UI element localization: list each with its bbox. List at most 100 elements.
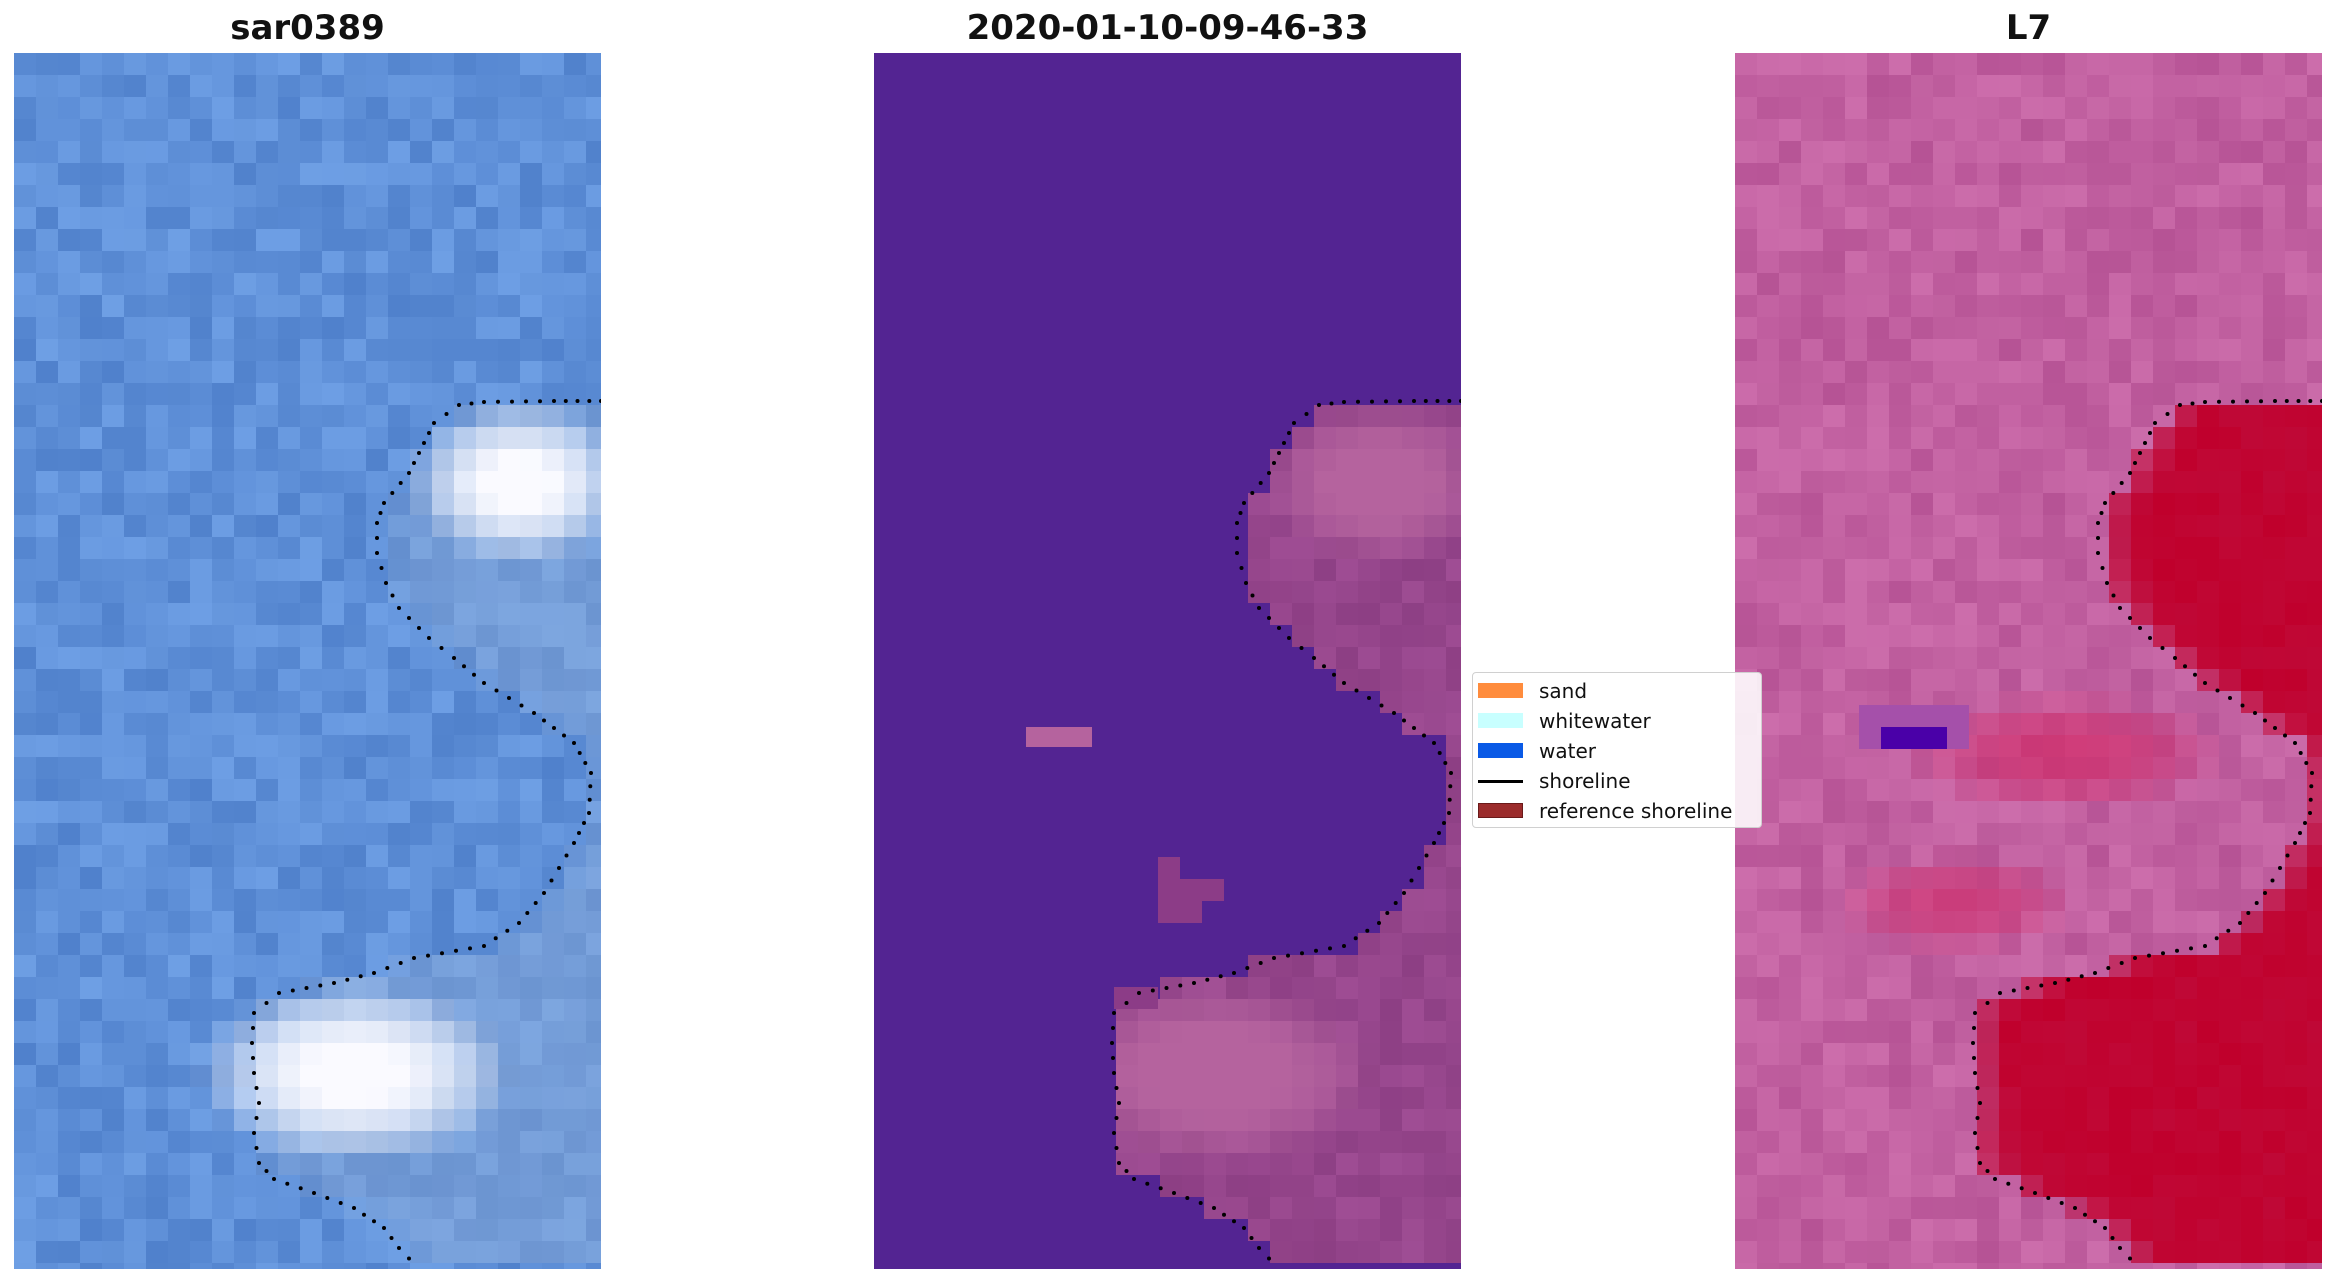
shoreline-point <box>462 664 466 669</box>
shoreline-point <box>2304 761 2309 765</box>
shoreline-point <box>398 961 403 965</box>
shoreline-point <box>1975 1086 1980 1090</box>
shoreline-point <box>1312 656 1316 660</box>
shoreline-point <box>407 616 411 620</box>
shoreline-point <box>2118 606 2122 610</box>
shoreline-point <box>1272 461 1276 465</box>
shoreline-point <box>1198 1201 1203 1205</box>
shoreline-point <box>2273 399 2277 403</box>
shoreline-point <box>2161 951 2165 956</box>
shoreline-point <box>1111 1056 1115 1060</box>
shoreline-point <box>1110 1041 1114 1045</box>
shoreline-point <box>1314 948 1318 953</box>
shoreline-point <box>533 901 538 905</box>
shoreline-point <box>1112 1011 1116 1015</box>
shoreline-point <box>318 983 323 988</box>
shoreline-overlay <box>1110 399 1461 1261</box>
shoreline-point <box>412 461 416 465</box>
shoreline-point <box>407 1256 411 1261</box>
shoreline-point <box>1292 421 1296 425</box>
shoreline-overlay <box>1971 399 2322 1261</box>
shoreline-point <box>1300 951 1304 956</box>
shoreline-point <box>2138 626 2142 630</box>
shoreline-point <box>2059 1201 2064 1205</box>
shoreline-point <box>2214 936 2219 941</box>
shoreline-point <box>493 936 498 941</box>
shoreline-point <box>1112 1071 1116 1075</box>
index-image-panel <box>1735 53 2322 1269</box>
water-index-image <box>1735 53 2322 1269</box>
shoreline-point <box>372 971 376 975</box>
shoreline-point <box>2103 1226 2107 1230</box>
shoreline-point <box>2153 421 2157 425</box>
shoreline-point <box>2096 551 2100 555</box>
shoreline-point <box>1424 853 1429 858</box>
shoreline-point <box>2308 399 2313 403</box>
shoreline-point <box>382 501 386 505</box>
shoreline-point <box>397 606 401 610</box>
rgb-satellite-image <box>14 53 601 1269</box>
shoreline-point <box>304 986 309 990</box>
legend-label: water <box>1539 739 1596 763</box>
shoreline-point <box>1267 471 1271 475</box>
shoreline-point <box>285 1181 290 1186</box>
shoreline-point <box>1447 399 1452 403</box>
shoreline-point <box>375 521 379 525</box>
shoreline-point <box>1317 403 1321 407</box>
shoreline-point <box>517 921 521 925</box>
shoreline-point <box>2138 451 2142 455</box>
shoreline-point <box>252 1131 256 1135</box>
shoreline-point <box>379 566 384 570</box>
shoreline-point <box>251 1026 255 1030</box>
shoreline-point <box>2133 956 2137 960</box>
shoreline-point <box>1329 401 1334 406</box>
shoreline-point <box>250 1041 254 1045</box>
shoreline-point <box>2284 399 2289 403</box>
shoreline-point <box>345 977 350 982</box>
sand-swatch <box>1478 683 1523 698</box>
shoreline-point <box>575 399 580 403</box>
shoreline-point <box>1239 566 1244 570</box>
shoreline-point <box>257 1161 261 1165</box>
shoreline-point <box>1164 986 1169 990</box>
shoreline-point <box>2100 566 2105 570</box>
shoreline-point <box>1244 581 1248 585</box>
shoreline-point <box>325 1196 330 1200</box>
shoreline-point <box>1212 1206 1216 1210</box>
shoreline-point <box>2093 1219 2097 1224</box>
shoreline-point <box>524 399 528 404</box>
shoreline-point <box>358 974 363 979</box>
shoreline-point <box>588 784 593 789</box>
shoreline-point <box>2173 656 2177 660</box>
shoreline-point <box>496 399 500 404</box>
shoreline-point <box>1985 1169 1990 1173</box>
shoreline-point <box>2111 491 2116 495</box>
shoreline-point <box>2128 471 2132 475</box>
shoreline-point <box>2215 688 2220 693</box>
shoreline-point <box>2203 944 2207 948</box>
shoreline-point <box>426 953 430 958</box>
shoreline-point <box>2278 866 2282 870</box>
legend-label: whitewater <box>1539 709 1651 733</box>
shoreline-point <box>252 1071 256 1075</box>
shoreline-point <box>2308 811 2312 815</box>
shoreline-point <box>562 733 566 738</box>
shoreline-point <box>482 681 486 685</box>
shoreline-point <box>1342 681 1346 685</box>
shoreline-point <box>532 711 536 715</box>
shoreline-point <box>1277 626 1281 630</box>
shoreline-point <box>378 511 383 515</box>
shoreline-point <box>277 991 281 995</box>
shoreline-point <box>1322 664 1326 669</box>
shoreline-point <box>1978 1101 1982 1105</box>
shoreline-point <box>2118 1246 2122 1250</box>
shoreline-point <box>2303 821 2307 825</box>
shoreline-point <box>1423 399 1428 403</box>
shoreline-point <box>2148 636 2152 640</box>
shoreline-point <box>1432 741 1436 745</box>
shoreline-point <box>1232 971 1236 975</box>
shoreline-point <box>2193 672 2197 677</box>
shoreline-point <box>1158 1186 1163 1191</box>
shoreline-point <box>2283 733 2287 738</box>
shoreline-point <box>1998 991 2002 995</box>
